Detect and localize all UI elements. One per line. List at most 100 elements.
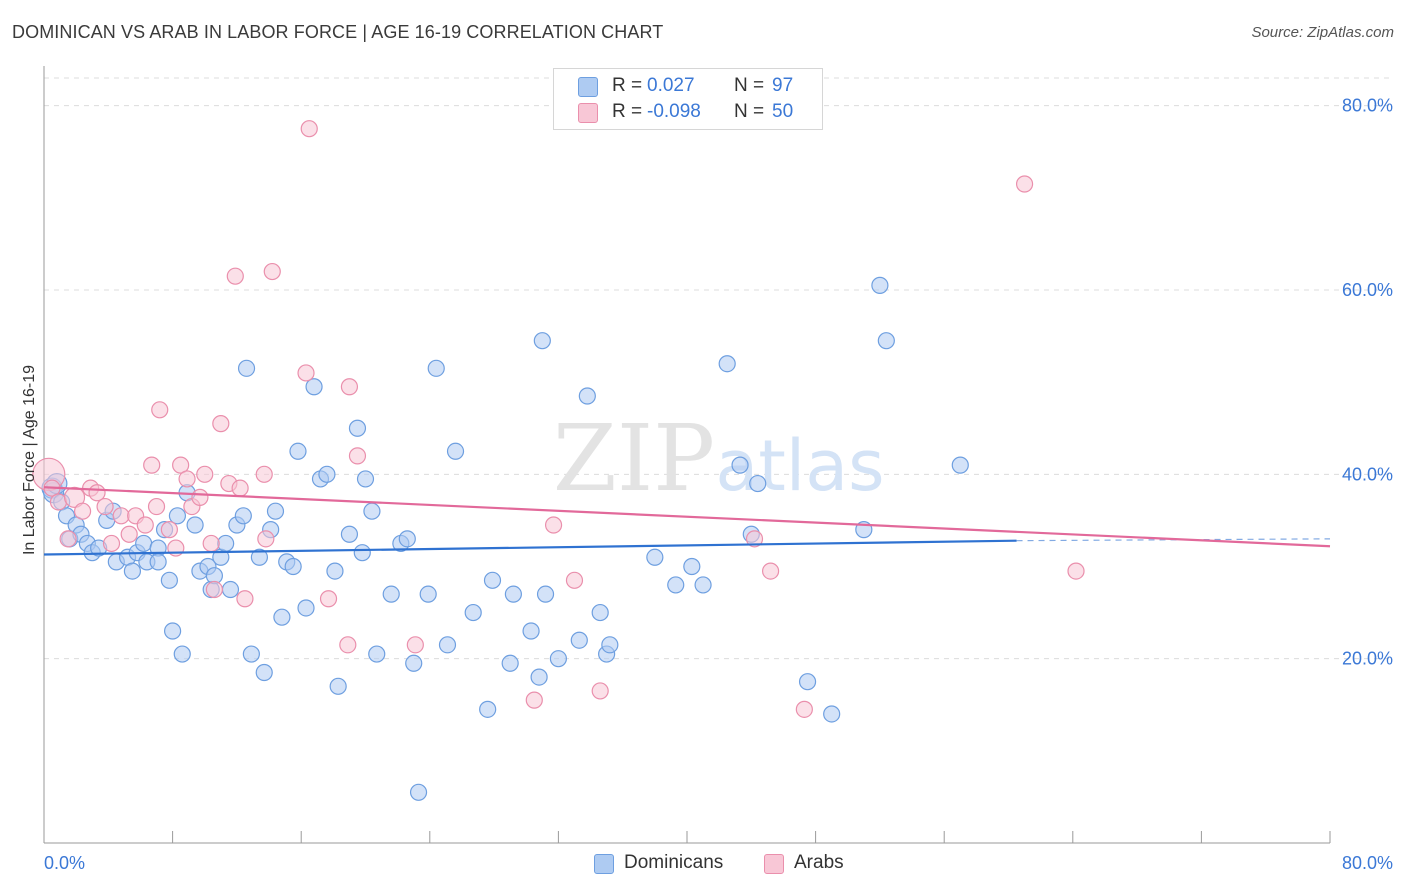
- data-point: [191, 488, 209, 506]
- legend-label-dominicans: Dominicans: [624, 852, 724, 873]
- n-value: 97: [772, 75, 794, 96]
- data-point: [160, 571, 178, 589]
- data-point: [823, 705, 841, 723]
- n-value: 50: [772, 101, 794, 122]
- data-point: [348, 419, 367, 437]
- y-tick-label: 80.0%: [1342, 96, 1393, 116]
- data-point: [123, 562, 142, 580]
- data-point: [549, 650, 568, 668]
- data-point: [73, 502, 92, 520]
- data-point: [745, 530, 764, 548]
- r-label: R =: [612, 101, 643, 122]
- data-point: [263, 262, 281, 281]
- data-point: [340, 378, 359, 396]
- data-point: [178, 470, 196, 488]
- data-point: [591, 682, 609, 700]
- data-point: [255, 465, 273, 483]
- data-point: [151, 401, 169, 419]
- data-point: [135, 534, 153, 553]
- chart-title: DOMINICAN VS ARAB IN LABOR FORCE | AGE 1…: [12, 22, 664, 42]
- y-tick-label: 20.0%: [1342, 649, 1393, 669]
- data-point: [877, 332, 895, 350]
- data-point: [667, 576, 685, 594]
- data-point: [409, 783, 428, 801]
- data-point: [406, 636, 424, 654]
- y-tick-label: 40.0%: [1342, 464, 1393, 484]
- data-point: [96, 497, 114, 516]
- data-point: [217, 534, 235, 553]
- data-point: [329, 677, 347, 695]
- trend-line-dominicans: [43, 539, 1017, 556]
- data-point: [501, 654, 519, 672]
- data-point: [382, 585, 400, 603]
- data-point: [250, 548, 269, 566]
- data-point: [446, 442, 465, 460]
- data-point: [242, 645, 260, 663]
- data-point: [136, 516, 154, 534]
- axes: [43, 66, 1331, 844]
- data-point: [749, 474, 767, 493]
- data-point: [168, 507, 187, 525]
- data-point: [718, 355, 736, 373]
- data-point: [504, 585, 522, 603]
- data-point: [147, 497, 166, 516]
- n-label: N =: [734, 101, 765, 122]
- data-point: [427, 359, 445, 377]
- legend-swatch-dominicans: [578, 77, 598, 97]
- data-point: [951, 456, 969, 474]
- data-point: [798, 673, 817, 691]
- data-point: [694, 576, 712, 594]
- data-point: [438, 636, 457, 654]
- tick-labels: 20.0% 40.0% 60.0% 80.0% 0.0% 80.0%: [44, 96, 1393, 873]
- legend-swatch-arabs: [764, 854, 784, 874]
- r-value: -0.098: [647, 101, 701, 122]
- data-point: [205, 580, 223, 599]
- data-point: [578, 387, 596, 405]
- data-point: [273, 608, 291, 626]
- data-point: [202, 534, 220, 553]
- y-axis-label: In Labor Force | Age 16-19: [21, 364, 38, 556]
- data-point: [871, 276, 889, 294]
- data-point: [255, 663, 273, 682]
- data-point: [464, 603, 482, 622]
- data-point: [284, 557, 302, 576]
- data-point: [319, 590, 338, 608]
- r-label: R =: [612, 75, 643, 96]
- data-point: [761, 562, 780, 580]
- data-point: [120, 525, 138, 543]
- data-point: [483, 571, 502, 589]
- data-point: [533, 332, 551, 350]
- data-point: [112, 507, 130, 525]
- data-point: [297, 599, 315, 617]
- data-point: [212, 415, 230, 433]
- data-point: [160, 521, 178, 539]
- data-point: [570, 631, 588, 649]
- legend-row-arabs: R = -0.098 N = 50: [554, 100, 822, 126]
- data-point: [340, 525, 359, 543]
- data-point: [226, 267, 244, 285]
- data-point: [601, 636, 619, 654]
- x-tick-label: 0.0%: [44, 853, 85, 873]
- data-point: [234, 507, 252, 525]
- legend-row-dominicans: R = 0.027 N = 97: [554, 74, 822, 100]
- data-point: [565, 571, 584, 589]
- source-credit: Source: ZipAtlas.com: [1251, 24, 1394, 41]
- data-point: [353, 544, 371, 562]
- trend-line-arabs: [43, 486, 1331, 548]
- data-point: [59, 530, 77, 548]
- data-point: [172, 456, 190, 474]
- data-point: [297, 364, 315, 382]
- data-point: [173, 645, 191, 663]
- watermark: ZIP atlas: [553, 405, 885, 512]
- data-point: [318, 465, 336, 483]
- trend-lines: [43, 486, 1331, 556]
- data-point: [419, 585, 437, 603]
- data-point: [237, 359, 256, 377]
- y-tick-label: 60.0%: [1342, 280, 1393, 300]
- data-point: [525, 691, 543, 709]
- data-point: [305, 378, 323, 396]
- data-point: [683, 557, 701, 576]
- data-point: [221, 580, 240, 599]
- data-point: [300, 120, 318, 138]
